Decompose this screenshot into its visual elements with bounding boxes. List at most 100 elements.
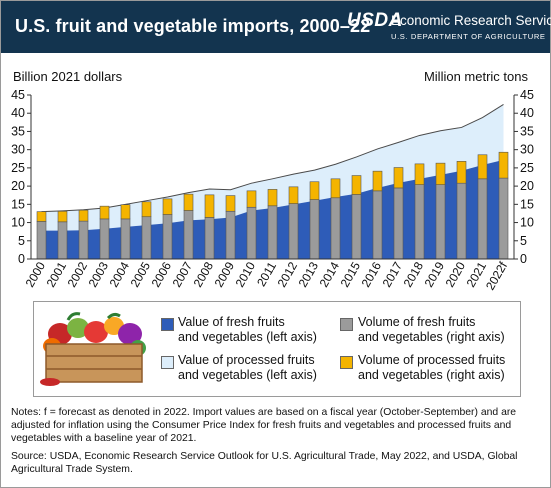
legend-swatch-processed-value [161,356,174,369]
x-tick-label: 2004 [107,259,133,289]
processed-volume-bar [99,205,110,220]
fresh-volume-bar [225,210,236,260]
processed-volume-bar [78,209,89,222]
x-tick-label: 2017 [380,259,406,289]
processed-volume-bar [36,211,47,222]
x-tick-label: 2013 [296,259,322,289]
fresh-volume-bar [288,203,299,260]
fresh-volume-bar [414,184,425,260]
right-tick-label: 25 [520,161,534,175]
left-tick-label: 10 [11,216,25,230]
fresh-volume-bar [351,194,362,260]
processed-volume-bar [435,162,446,185]
legend-text-fresh-volume: Volume of fresh fruits and vegetables (r… [358,315,505,344]
produce-crate-icon [40,312,146,386]
processed-volume-bar [414,163,425,185]
x-tick-label: 2019 [422,259,448,289]
fresh-volume-bar [309,199,320,260]
left-axis-label: Billion 2021 dollars [13,69,123,84]
processed-value-top-line [41,104,504,213]
fresh-volume-bar [120,218,131,260]
x-tick-label: 2015 [338,259,364,289]
notes-section: Notes: f = forecast as denoted in 2022. … [11,406,541,480]
fresh-volume-bar [456,182,467,260]
fresh-volume-bar [393,187,404,260]
processed-volume-bar [225,195,236,212]
x-tick-label: 2014 [317,259,343,289]
x-tick-label: 2001 [44,259,70,289]
fresh-volume-bar [57,221,68,260]
left-tick-label: 30 [11,143,25,157]
processed-volume-bar [309,181,320,200]
x-tick-label: 2007 [170,259,196,289]
left-tick-label: 25 [11,161,25,175]
processed-volume-bar [477,154,488,180]
agency-name: Economic Research Service [391,13,551,28]
legend: Value of fresh fruits and vegetables (le… [33,301,521,397]
right-tick-label: 30 [520,143,534,157]
usda-logo: USDA [347,10,403,31]
right-axis-label: Million metric tons [423,69,528,84]
x-tick-label: 2016 [359,259,385,289]
x-tick-label: 2002 [65,259,91,289]
fresh-volume-bar [435,184,446,260]
source-text: Source: USDA, Economic Research Service … [11,450,518,475]
x-tick-label: 2022f [483,259,510,293]
fresh-volume-bar [78,220,89,260]
legend-swatch-fresh-value [161,318,174,331]
x-tick-label: 2005 [128,259,154,289]
legend-swatch-fresh-volume [340,318,353,331]
x-tick-label: 2011 [254,259,279,289]
department-name: U.S. DEPARTMENT OF AGRICULTURE [391,32,546,41]
fresh-volume-bar [267,205,278,260]
fresh-volume-bar [141,216,152,260]
left-tick-label: 20 [11,179,25,193]
x-tick-label: 2020 [443,259,469,289]
x-tick-label: 2012 [275,259,301,289]
processed-volume-bar [162,198,173,215]
right-tick-label: 40 [520,106,534,120]
processed-volume-bar [372,170,383,192]
fresh-volume-bar [498,177,509,260]
legend-text-processed-value: Value of processed fruits and vegetables… [178,353,317,382]
x-tick-label: 2008 [191,259,217,289]
processed-volume-bar [267,189,278,207]
x-tick-label: 2006 [149,259,175,289]
fresh-volume-bar [372,190,383,260]
right-tick-label: 0 [520,252,527,266]
left-tick-label: 15 [11,197,25,211]
x-tick-label: 2000 [23,259,49,289]
fresh-volume-bar [162,214,173,260]
right-tick-label: 15 [520,197,534,211]
left-tick-label: 45 [11,88,25,102]
processed-volume-bar [57,210,68,223]
fresh-volume-bar [204,217,215,260]
x-tick-label: 2018 [401,259,427,289]
legend-text-fresh-value: Value of fresh fruits and vegetables (le… [178,315,317,344]
left-tick-label: 35 [11,124,25,138]
fresh-volume-bar [477,178,488,260]
right-tick-label: 20 [520,179,534,193]
processed-volume-bar [498,151,509,179]
fresh-volume-bar [183,210,194,260]
fresh-volume-bar [330,197,341,260]
right-tick-label: 35 [520,124,534,138]
fresh-volume-bar [246,206,257,260]
fresh-volume-bar [99,218,110,260]
legend-text-processed-volume: Volume of processed fruits and vegetable… [358,353,506,382]
processed-volume-bar [183,193,194,211]
processed-volume-bar [393,167,404,189]
processed-volume-bar [120,204,131,220]
processed-volume-bar [204,194,215,218]
title-bar: U.S. fruit and vegetable imports, 2000–2… [1,1,551,53]
chart-title: U.S. fruit and vegetable imports, 2000–2… [15,16,371,36]
left-tick-label: 40 [11,106,25,120]
processed-volume-bar [141,201,152,218]
left-tick-label: 5 [18,234,25,248]
x-tick-label: 2009 [212,259,238,289]
x-tick-label: 2010 [233,259,259,289]
processed-volume-bar [456,161,467,184]
processed-volume-bar [246,190,257,208]
legend-swatch-processed-volume [340,356,353,369]
